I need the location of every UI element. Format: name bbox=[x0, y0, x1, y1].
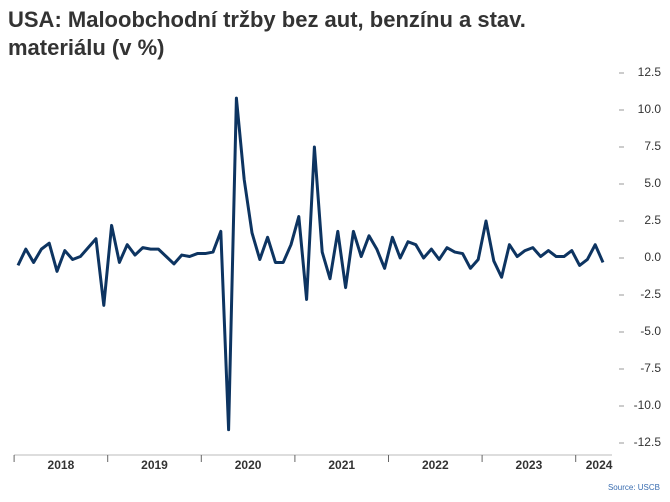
y-tick-label: -5.0 bbox=[640, 324, 661, 338]
y-tick-label: -2.5 bbox=[640, 287, 661, 301]
y-tick-label: 2.5 bbox=[644, 213, 661, 227]
y-tick-label: 0.0 bbox=[644, 250, 661, 264]
x-tick-label: 2019 bbox=[141, 458, 168, 472]
y-tick-label: 7.5 bbox=[644, 139, 661, 153]
y-tick-label: 5.0 bbox=[644, 176, 661, 190]
y-tick-label: -12.5 bbox=[634, 435, 662, 449]
chart-title: USA: Maloobchodní tržby bez aut, benzínu… bbox=[8, 7, 526, 60]
x-tick-label: 2018 bbox=[48, 458, 75, 472]
data-line bbox=[16, 96, 605, 432]
x-tick-label: 2023 bbox=[516, 458, 543, 472]
y-tick-label: -10.0 bbox=[634, 398, 662, 412]
x-tick-label: 2020 bbox=[235, 458, 262, 472]
x-tick-label: 2024 bbox=[586, 458, 613, 472]
source: Source: USCB bbox=[607, 483, 660, 492]
y-tick-label: 12.5 bbox=[638, 65, 662, 79]
x-tick-label: 2021 bbox=[328, 458, 355, 472]
y-tick-label: 10.0 bbox=[638, 102, 662, 116]
y-tick-label: -7.5 bbox=[640, 361, 661, 375]
x-tick-label: 2022 bbox=[422, 458, 449, 472]
